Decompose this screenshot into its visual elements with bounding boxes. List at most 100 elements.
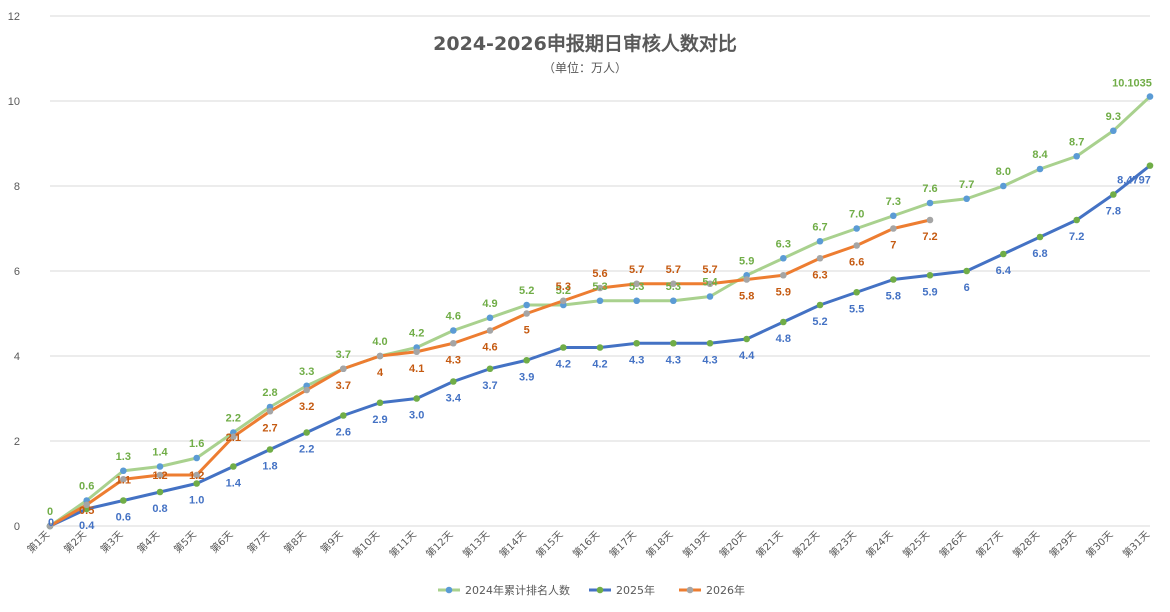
data-point xyxy=(486,365,494,373)
y-tick-label: 10 xyxy=(8,96,20,108)
x-tick-label: 第21天 xyxy=(753,528,785,560)
series-lines xyxy=(46,93,1154,530)
data-point xyxy=(706,280,714,288)
data-point xyxy=(450,339,457,347)
data-point xyxy=(193,480,200,487)
data-point xyxy=(780,271,787,279)
data-point xyxy=(1000,250,1007,258)
data-label: 0 xyxy=(47,506,53,518)
data-point xyxy=(193,454,200,462)
x-tick-label: 第19天 xyxy=(680,528,712,560)
data-point xyxy=(853,242,860,249)
data-point xyxy=(853,225,860,232)
data-label: 5.3 xyxy=(666,281,681,293)
data-label: 3.9 xyxy=(519,371,534,383)
chart-title: 2024-2026申报期日审核人数对比 xyxy=(433,32,737,55)
data-label: 7.8 xyxy=(1106,206,1121,218)
x-tick-label: 第7天 xyxy=(244,528,272,556)
y-tick-label: 4 xyxy=(14,351,20,363)
data-label: 6.8 xyxy=(1032,248,1047,260)
data-point xyxy=(816,301,824,309)
data-label: 5.2 xyxy=(556,285,571,297)
data-point xyxy=(926,271,934,279)
data-point xyxy=(523,356,530,364)
data-point xyxy=(303,386,310,394)
data-label: 5.9 xyxy=(739,255,754,267)
x-tick-label: 第10天 xyxy=(350,528,382,560)
series-2 xyxy=(46,216,934,530)
data-point xyxy=(413,348,420,356)
data-label: 4.2 xyxy=(409,328,424,340)
data-label: 3.7 xyxy=(336,349,351,361)
x-tick-label: 第11天 xyxy=(386,528,418,560)
data-point xyxy=(670,280,677,288)
data-label: 5.3 xyxy=(592,281,607,293)
data-label: 0.4 xyxy=(79,520,95,532)
data-label: 6.4 xyxy=(996,265,1012,277)
data-label: 4.8 xyxy=(776,333,791,345)
data-label: 5.2 xyxy=(519,285,534,297)
x-tick-label: 第23天 xyxy=(826,528,858,560)
legend-item-2[interactable]: 2026年 xyxy=(679,583,745,597)
x-tick-label: 第27天 xyxy=(973,528,1005,560)
x-tick-label: 第12天 xyxy=(423,528,455,560)
data-label: 8.0 xyxy=(996,166,1011,178)
data-label: 2.1 xyxy=(226,432,241,444)
data-point xyxy=(523,301,530,309)
data-point xyxy=(743,335,750,343)
data-label: 2.9 xyxy=(372,414,387,426)
data-point xyxy=(890,212,897,220)
data-label: 1.0 xyxy=(189,495,204,507)
data-point xyxy=(706,293,714,300)
data-point xyxy=(890,276,897,283)
data-point xyxy=(963,195,970,203)
data-label: 4.3 xyxy=(629,354,644,366)
data-point xyxy=(816,237,824,245)
legend-item-0[interactable]: 2024年累计排名人数 xyxy=(438,583,570,597)
data-point xyxy=(120,497,127,504)
data-label: 5.3 xyxy=(556,281,571,293)
data-label: 2.2 xyxy=(299,444,314,456)
data-point xyxy=(816,254,824,262)
x-tick-label: 第28天 xyxy=(1010,528,1042,560)
data-label: 5.4 xyxy=(702,277,718,289)
data-point xyxy=(340,365,347,373)
y-tick-label: 12 xyxy=(8,11,20,23)
data-label: 4.2 xyxy=(592,359,607,371)
series-line xyxy=(48,95,1152,528)
data-point xyxy=(376,352,384,360)
legend-label: 2025年 xyxy=(616,583,655,597)
data-label: 6.7 xyxy=(812,221,827,233)
data-point xyxy=(926,199,934,207)
data-point xyxy=(633,297,640,305)
data-label: 5.7 xyxy=(666,264,681,276)
data-label: 7.2 xyxy=(922,231,937,243)
x-tick-label: 第16天 xyxy=(570,528,602,560)
data-point xyxy=(376,399,384,407)
axes: 0 2 4 6 8 10 12 第1天 第2天 第3天 第4天 第5天 第6天 第7天 第8天 第9天 第10天… xyxy=(8,11,1152,560)
data-point xyxy=(670,339,677,347)
y-tick-label: 0 xyxy=(14,521,20,533)
legend-item-1[interactable]: 2025年 xyxy=(589,583,655,597)
data-label: 5 xyxy=(524,325,530,337)
data-labels: 0 0.6 1.3 1.4 1.6 2.2 2.8 3.3 3.7 4.0 4.2 4.6 4.9 5.2… xyxy=(47,78,1152,532)
y-tick-label: 2 xyxy=(14,436,20,448)
legend: 2024年累计排名人数 2025年 2026年 xyxy=(438,583,745,597)
data-point xyxy=(1000,182,1007,190)
data-label: 2.6 xyxy=(336,427,351,439)
data-label: 1.2 xyxy=(189,470,204,482)
data-label: 7.7 xyxy=(959,179,974,191)
data-label: 2.8 xyxy=(262,387,277,399)
data-label: 5.7 xyxy=(629,264,644,276)
data-label: 3.3 xyxy=(299,366,314,378)
data-label: 3.7 xyxy=(482,380,497,392)
data-point xyxy=(633,280,640,288)
chart-subtitle: （单位：万人） xyxy=(543,60,627,75)
data-point xyxy=(560,344,567,351)
series-1 xyxy=(46,162,1154,530)
data-label: 2.2 xyxy=(226,413,241,425)
data-label: 7 xyxy=(890,240,896,252)
data-label: 4.3 xyxy=(702,354,717,366)
x-tick-label: 第18天 xyxy=(643,528,675,560)
